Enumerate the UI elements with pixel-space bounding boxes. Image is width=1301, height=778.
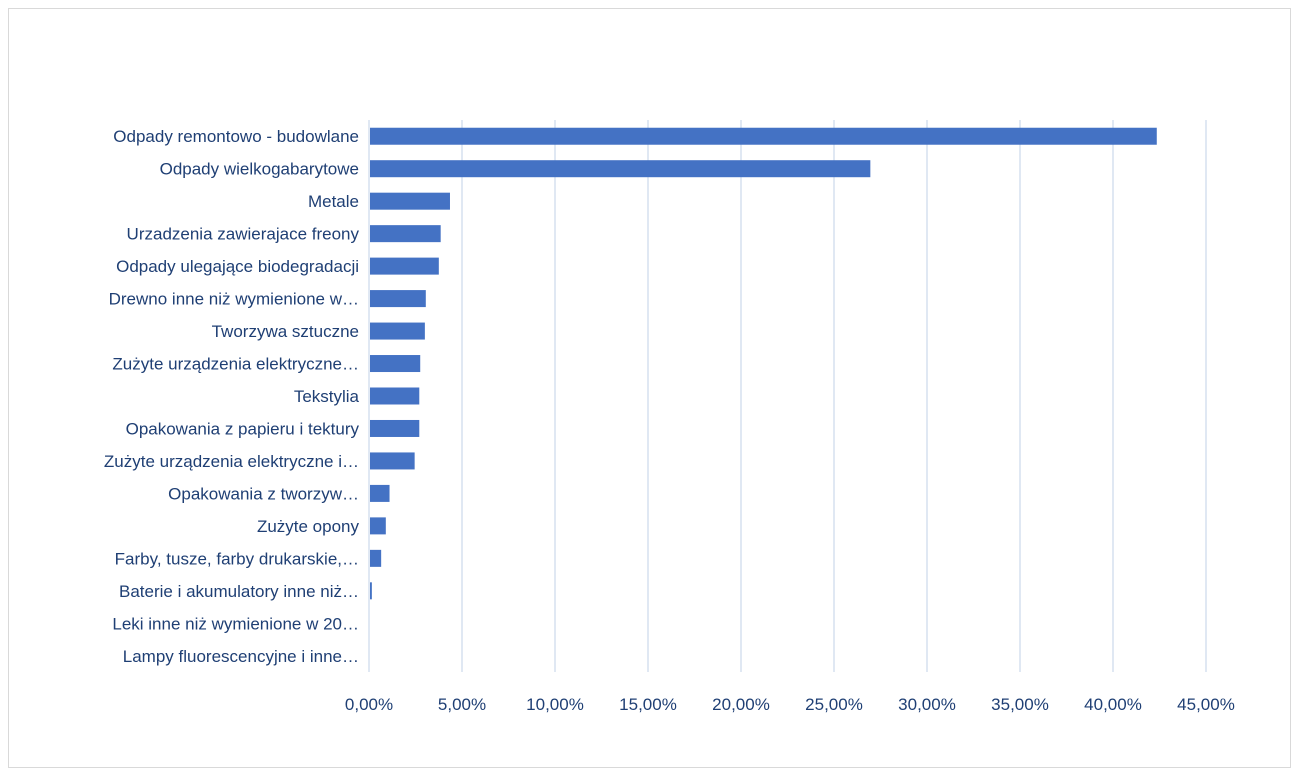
category-label: Leki inne niż wymienione w 20… [112,614,359,633]
bar [370,355,421,373]
bar [370,582,372,600]
category-label: Odpady remontowo - budowlane [113,127,359,146]
x-tick-labels: 0,00% 5,00% 10,00% 15,00% 20,00% 25,00% 30,00%… [345,695,1235,714]
bar [370,549,382,567]
bar [370,257,439,275]
x-tick-label: 30,00% [898,695,956,714]
category-labels: Odpady remontowo - budowlane Odpady wielk… [104,127,360,666]
bar [370,484,390,502]
bar [370,419,420,437]
x-tick-label: 45,00% [1177,695,1235,714]
category-label: Zużyte urządzenia elektryczne… [112,355,359,374]
bar [370,517,386,535]
category-label: Odpady wielkogabarytowe [160,160,359,179]
category-label: Zużyte opony [257,517,360,536]
x-tick-label: 15,00% [619,695,677,714]
category-label: Lampy fluorescencyjne i inne… [123,647,359,666]
bar [370,192,450,210]
x-tick-label: 0,00% [345,695,393,714]
x-tick-label: 25,00% [805,695,863,714]
bar [370,290,426,308]
x-tick-label: 40,00% [1084,695,1142,714]
bars [370,127,1157,600]
category-label: Odpady ulegające biodegradacji [116,257,359,276]
category-label: Tekstylia [294,387,360,406]
category-label: Farby, tusze, farby drukarskie,… [115,549,359,568]
x-tick-label: 35,00% [991,695,1049,714]
bar [370,127,1157,145]
bar [370,387,420,405]
category-label: Tworzywa sztuczne [212,322,359,341]
category-label: Opakowania z tworzyw… [168,484,359,503]
bar [370,322,425,340]
bar [370,225,441,243]
category-label: Baterie i akumulatory inne niż… [119,582,359,601]
bar [370,160,871,178]
gridlines [368,120,1207,672]
category-label: Zużyte urządzenia elektryczne i… [104,452,359,471]
category-label: Metale [308,192,359,211]
x-tick-label: 10,00% [526,695,584,714]
x-tick-label: 5,00% [438,695,486,714]
category-label: Urzadzenia zawierajace freony [127,225,360,244]
bar [370,452,415,470]
x-tick-label: 20,00% [712,695,770,714]
category-label: Opakowania z papieru i tektury [126,419,360,438]
category-label: Drewno inne niż wymienione w… [109,290,359,309]
